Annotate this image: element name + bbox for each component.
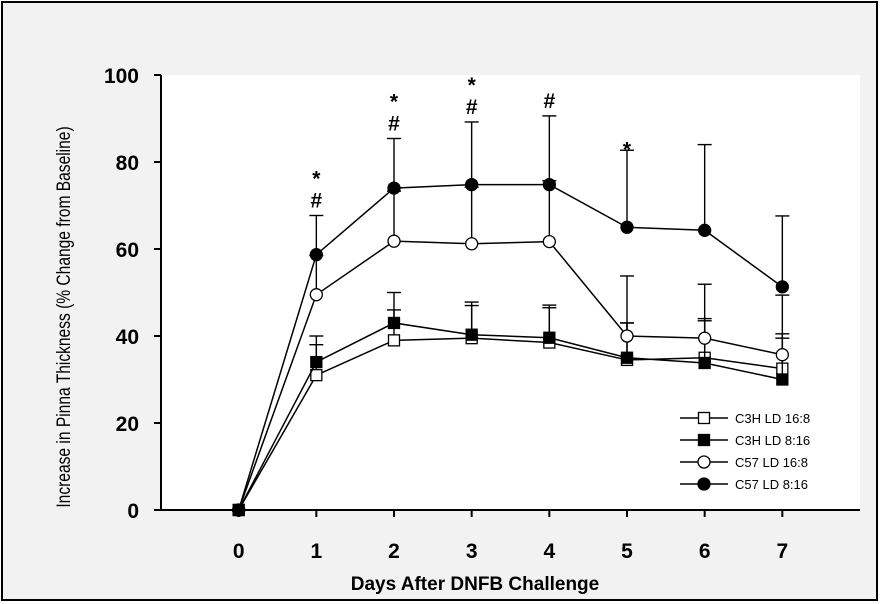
data-point: [387, 234, 401, 248]
data-point: [698, 356, 711, 370]
x-tick-label-3: 3: [466, 540, 478, 563]
y-tick-label-20: 20: [116, 413, 139, 436]
data-point: [465, 328, 478, 341]
data-point: [776, 373, 789, 386]
legend-label: C57 LD 16:8: [735, 455, 808, 470]
data-point: [698, 223, 712, 237]
data-point: [775, 348, 789, 362]
series-line: [237, 240, 783, 511]
legend-marker: [697, 411, 711, 425]
hash-annotation: #: [466, 96, 478, 119]
data-point: [310, 355, 323, 369]
legend-label: C3H LD 8:16: [735, 433, 810, 448]
series-layer: [232, 115, 790, 517]
data-point: [465, 237, 479, 251]
x-tick-label-2: 2: [388, 540, 400, 563]
data-point: [465, 177, 479, 192]
x-axis-title: Days After DNFB Challenge: [351, 574, 599, 595]
data-point: [620, 220, 634, 234]
axis-ticks: 0 20 40 60 80 100 0 1 2 3 4 5 6 7: [104, 65, 788, 563]
hash-annotation: #: [310, 190, 322, 213]
legend-marker: [697, 433, 711, 447]
data-point: [387, 334, 401, 347]
y-tick-label-100: 100: [104, 65, 139, 88]
data-point: [620, 329, 634, 343]
x-tick-label-4: 4: [543, 540, 555, 563]
hash-annotation: #: [543, 90, 555, 113]
data-point: [542, 234, 556, 249]
data-point: [310, 368, 323, 382]
y-axis-title: Increase in Pinna Thickness (% Change fr…: [53, 126, 75, 507]
legend-item: C3H LD 8:16: [680, 433, 810, 448]
significance-annotations: #*#* #*#*: [310, 74, 631, 213]
legend-marker: [697, 477, 711, 491]
series-c57-ld-8-16: [232, 115, 790, 517]
data-point: [387, 181, 401, 195]
x-tick-label-1: 1: [310, 540, 322, 563]
data-point: [775, 280, 789, 294]
star-annotation: *: [312, 168, 321, 191]
star-annotation: *: [623, 138, 632, 161]
series-line: [238, 322, 783, 511]
legend-item: C57 LD 16:8: [680, 455, 808, 470]
legend-label: C3H LD 16:8: [735, 411, 810, 426]
x-tick-label-5: 5: [621, 540, 633, 563]
data-point: [309, 288, 323, 302]
series-line: [237, 183, 783, 511]
legend-item: C57 LD 8:16: [680, 477, 808, 492]
x-tick-label-7: 7: [776, 540, 788, 563]
series-line: [238, 337, 783, 511]
y-tick-label-60: 60: [116, 239, 139, 262]
legend-marker: [697, 455, 711, 469]
y-tick-label-40: 40: [116, 326, 139, 349]
legend-item: C3H LD 16:8: [680, 411, 810, 426]
star-annotation: *: [468, 74, 477, 97]
data-point: [387, 316, 401, 330]
data-point: [620, 351, 634, 364]
data-point: [698, 331, 712, 345]
star-annotation: *: [390, 91, 399, 114]
x-tick-label-0: 0: [233, 540, 245, 563]
data-point: [543, 331, 556, 344]
hash-annotation: #: [388, 113, 400, 136]
legend: C3H LD 16:8 C3H LD 8:16 C57 LD 16:8 C57 LD …: [680, 411, 810, 492]
y-tick-label-80: 80: [116, 152, 139, 175]
data-point: [232, 503, 246, 517]
x-tick-label-6: 6: [699, 540, 711, 563]
legend-label: C57 LD 8:16: [735, 477, 808, 492]
y-tick-label-0: 0: [127, 500, 139, 523]
data-point: [309, 248, 323, 262]
data-point: [542, 177, 556, 192]
